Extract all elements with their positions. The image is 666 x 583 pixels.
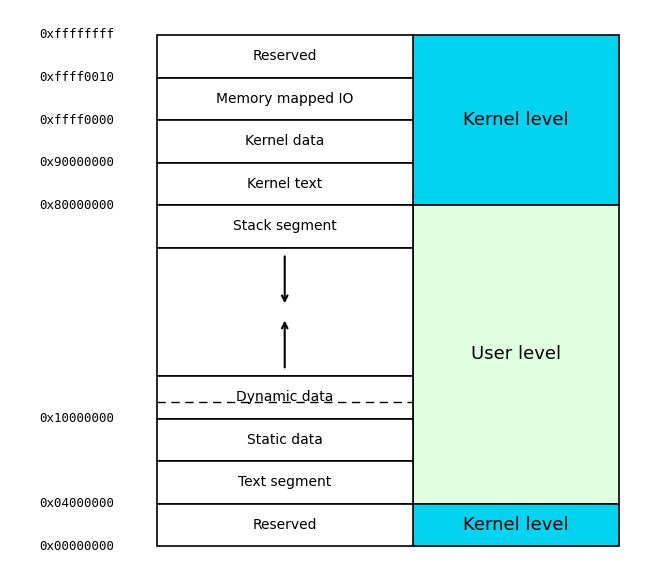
Text: Text segment: Text segment [238, 475, 332, 490]
Text: Static data: Static data [247, 433, 322, 447]
Text: Kernel data: Kernel data [245, 134, 324, 149]
Text: 0xffff0010: 0xffff0010 [39, 71, 114, 84]
Text: Stack segment: Stack segment [233, 219, 336, 234]
Bar [157, 248, 413, 376]
Text: 0x90000000: 0x90000000 [39, 156, 114, 169]
Text: Reserved: Reserved [252, 518, 317, 532]
Bar [157, 78, 413, 120]
Text: 0xffff0000: 0xffff0000 [39, 114, 114, 127]
Bar [413, 35, 619, 205]
Bar [157, 504, 413, 546]
Text: Kernel level: Kernel level [464, 111, 569, 129]
Bar [157, 163, 413, 205]
Text: 0x80000000: 0x80000000 [39, 199, 114, 212]
Text: Kernel level: Kernel level [464, 516, 569, 534]
Bar [157, 376, 413, 419]
Bar [157, 35, 413, 78]
Text: 0x00000000: 0x00000000 [39, 540, 114, 553]
Text: Dynamic data: Dynamic data [236, 390, 334, 405]
Text: 0x10000000: 0x10000000 [39, 412, 114, 425]
Bar [157, 461, 413, 504]
Text: Memory mapped IO: Memory mapped IO [216, 92, 354, 106]
Bar [413, 504, 619, 546]
Bar [157, 419, 413, 461]
Bar [157, 205, 413, 248]
Text: Reserved: Reserved [252, 49, 317, 64]
Text: 0x04000000: 0x04000000 [39, 497, 114, 510]
Bar [413, 205, 619, 504]
Text: User level: User level [471, 346, 561, 363]
Text: 0xffffffff: 0xffffffff [39, 29, 114, 41]
Text: Kernel text: Kernel text [247, 177, 322, 191]
Bar [157, 120, 413, 163]
